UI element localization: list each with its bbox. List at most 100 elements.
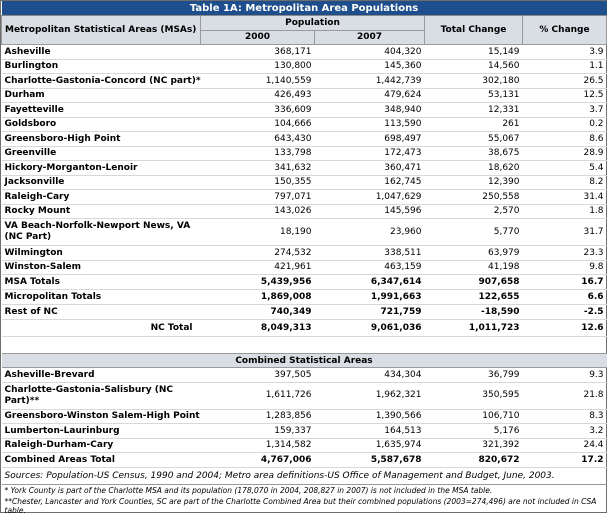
msa-row: Jacksonville 150,355 162,745 12,390 8.2 [1, 175, 607, 190]
population-2007: 698,497 [314, 131, 425, 147]
total-change: 250,558 [424, 189, 523, 205]
pct-change: 28.9 [522, 146, 607, 161]
population-2007: 434,304 [314, 367, 425, 383]
nc-total-pct: 12.6 [522, 319, 607, 337]
csa-total-label: Combined Areas Total [1, 452, 201, 468]
summary-row: Rest of NC 740,349 721,759 -18,590 -2.5 [1, 304, 607, 320]
msa-row: Raleigh-Cary 797,071 1,047,629 250,558 31.4 [1, 189, 607, 205]
area-name: Charlotte-Gastonia-Salisbury (NC Part)** [1, 382, 201, 410]
msa-row: Wilmington 274,532 338,511 63,979 23.3 [1, 245, 607, 261]
area-name: Asheville [1, 44, 201, 60]
population-2007: 463,159 [314, 260, 425, 275]
csa-total-2000: 4,767,006 [200, 452, 315, 468]
area-name: MSA Totals [1, 274, 201, 290]
csa-total-pct: 17.2 [522, 452, 607, 468]
population-2007: 23,960 [314, 218, 425, 246]
pct-change: 23.3 [522, 245, 607, 261]
pct-change: 12.5 [522, 88, 607, 103]
pct-change: 3.9 [522, 44, 607, 60]
total-change: 122,655 [424, 289, 523, 305]
total-change: 36,799 [424, 367, 523, 383]
population-2000: 426,493 [200, 88, 315, 103]
pct-change: 31.7 [522, 218, 607, 246]
total-change: 5,176 [424, 423, 523, 439]
total-change: 15,149 [424, 44, 523, 60]
pct-change: 21.8 [522, 382, 607, 410]
csa-row: Raleigh-Durham-Cary 1,314,582 1,635,974 321… [1, 438, 607, 453]
area-name: Jacksonville [1, 175, 201, 190]
nc-total-row: NC Total 8,049,313 9,061,036 1,011,723 1… [1, 319, 607, 337]
year-2007-header: 2007 [314, 29, 425, 45]
footnote-chester: **Chester, Lancaster and York Counties, … [4, 497, 597, 515]
population-2007: 145,596 [314, 204, 425, 219]
nc-total-2000: 8,049,313 [200, 319, 315, 337]
pct-change: -2.5 [522, 304, 607, 320]
population-2007: 164,513 [314, 423, 425, 439]
population-2007: 1,991,663 [314, 289, 425, 305]
total-change: 63,979 [424, 245, 523, 261]
summary-row: Micropolitan Totals 1,869,008 1,991,663 122… [1, 289, 607, 305]
year-2000-header: 2000 [200, 29, 315, 45]
total-rows: MSA Totals 5,439,956 6,347,614 907,658 16.7 M… [1, 274, 607, 320]
msa-row: Asheville 368,171 404,320 15,149 3.9 [1, 44, 607, 60]
total-change: 41,198 [424, 260, 523, 275]
population-column-header: Population [200, 15, 425, 31]
area-name: Lumberton-Laurinburg [1, 423, 201, 439]
area-name: Rest of NC [1, 304, 201, 320]
population-2000: 740,349 [200, 304, 315, 320]
population-2000: 643,430 [200, 131, 315, 147]
csa-rows: Asheville-Brevard 397,505 434,304 36,799 9.3… [1, 367, 607, 453]
area-name: Raleigh-Durham-Cary [1, 438, 201, 453]
population-2007: 338,511 [314, 245, 425, 261]
csa-row: Lumberton-Laurinburg 159,337 164,513 5,176 3… [1, 423, 607, 439]
population-2007: 113,590 [314, 117, 425, 132]
population-2007: 1,047,629 [314, 189, 425, 205]
pct-change: 8.3 [522, 409, 607, 424]
msa-rows: Asheville 368,171 404,320 15,149 3.9 Burlingt… [1, 44, 607, 275]
area-name: Raleigh-Cary [1, 189, 201, 205]
msa-row: Fayetteville 336,609 348,940 12,331 3.7 [1, 102, 607, 118]
pct-change: 3.2 [522, 423, 607, 439]
section-spacer [2, 337, 607, 354]
population-2007: 1,390,566 [314, 409, 425, 424]
msa-row: Charlotte-Gastonia-Concord (NC part)* 1,1… [1, 73, 607, 89]
population-2000: 18,190 [200, 218, 315, 246]
pct-change: 8.2 [522, 175, 607, 190]
pct-change: 1.1 [522, 59, 607, 74]
area-name: Burlington [1, 59, 201, 74]
msa-row: VA Beach-Norfolk-Newport News, VA (NC Pa… [1, 218, 607, 246]
population-2000: 797,071 [200, 189, 315, 205]
pct-change: 26.5 [522, 73, 607, 89]
csa-row: Charlotte-Gastonia-Salisbury (NC Part)**… [1, 382, 607, 410]
population-2007: 479,624 [314, 88, 425, 103]
area-name: Rocky Mount [1, 204, 201, 219]
nc-total-label: NC Total [1, 319, 201, 337]
pct-change: 31.4 [522, 189, 607, 205]
area-name: Asheville-Brevard [1, 367, 201, 383]
population-2000: 336,609 [200, 102, 315, 118]
total-change: 261 [424, 117, 523, 132]
total-change: 321,392 [424, 438, 523, 453]
total-change: 5,770 [424, 218, 523, 246]
population-2007: 404,320 [314, 44, 425, 60]
population-2000: 341,632 [200, 160, 315, 176]
area-name: Fayetteville [1, 102, 201, 118]
total-change: 55,067 [424, 131, 523, 147]
population-2000: 1,611,726 [200, 382, 315, 410]
population-2000: 104,666 [200, 117, 315, 132]
table-title: Table 1A: Metropolitan Area Populations [1, 1, 607, 16]
total-change: 18,620 [424, 160, 523, 176]
population-2000: 1,283,856 [200, 409, 315, 424]
sources-note: Sources: Population-US Census, 1990 and … [1, 467, 607, 485]
population-2000: 368,171 [200, 44, 315, 60]
population-2000: 274,532 [200, 245, 315, 261]
area-name: Hickory-Morganton-Lenoir [1, 160, 201, 176]
area-name: Micropolitan Totals [1, 289, 201, 305]
population-2007: 348,940 [314, 102, 425, 118]
pct-change: 3.7 [522, 102, 607, 118]
pct-change: 6.6 [522, 289, 607, 305]
population-2007: 6,347,614 [314, 274, 425, 290]
msa-row: Hickory-Morganton-Lenoir 341,632 360,471 18… [1, 160, 607, 176]
